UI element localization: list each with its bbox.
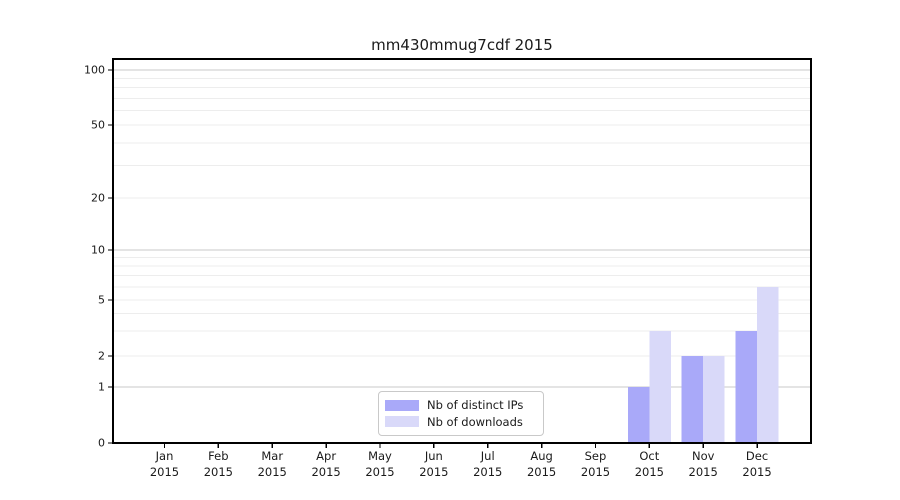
chart-title: mm430mmug7cdf 2015 xyxy=(371,36,553,54)
x-tick-label-year: 2015 xyxy=(419,465,448,479)
bar-downloads xyxy=(757,286,779,443)
y-tick-label: 1 xyxy=(98,381,105,394)
bar-downloads xyxy=(649,331,671,443)
x-tick-label-month: Jan xyxy=(155,449,174,463)
legend-label-distinct-ips: Nb of distinct IPs xyxy=(427,398,524,413)
legend: Nb of distinct IPs Nb of downloads xyxy=(378,391,544,436)
legend-swatch-distinct-ips xyxy=(385,399,419,411)
y-tick-label: 2 xyxy=(98,350,105,363)
legend-swatch-downloads xyxy=(385,416,419,428)
legend-item-downloads: Nb of downloads xyxy=(385,414,535,430)
bar-downloads xyxy=(703,356,725,443)
x-tick-label-month: Mar xyxy=(261,449,283,463)
x-tick-label-month: Oct xyxy=(639,449,659,463)
x-tick-label-year: 2015 xyxy=(527,465,556,479)
x-tick-label-year: 2015 xyxy=(581,465,610,479)
x-tick-label-month: Aug xyxy=(530,449,552,463)
x-tick-label-year: 2015 xyxy=(473,465,502,479)
x-tick-label-month: Nov xyxy=(692,449,715,463)
x-tick-label-year: 2015 xyxy=(311,465,340,479)
y-tick-label: 20 xyxy=(91,192,105,205)
bar-distinct-ips xyxy=(627,387,650,443)
y-tick-label: 5 xyxy=(98,294,105,307)
x-tick-label-month: Jul xyxy=(480,449,495,463)
x-tick-label-year: 2015 xyxy=(258,465,287,479)
x-tick-label-year: 2015 xyxy=(742,465,771,479)
y-tick-label: 0 xyxy=(98,437,105,450)
y-tick-label: 50 xyxy=(91,119,105,132)
x-tick-label-month: Apr xyxy=(316,449,336,463)
x-tick-label-month: Sep xyxy=(585,449,607,463)
x-tick-label-year: 2015 xyxy=(689,465,718,479)
x-tick-label-month: Dec xyxy=(746,449,768,463)
x-tick-label-year: 2015 xyxy=(150,465,179,479)
bar-distinct-ips xyxy=(735,331,758,443)
plot-border xyxy=(112,58,812,444)
x-tick-label-month: Jun xyxy=(424,449,443,463)
x-tick-label-year: 2015 xyxy=(635,465,664,479)
x-tick-label-year: 2015 xyxy=(204,465,233,479)
bar-distinct-ips xyxy=(681,356,704,443)
legend-label-downloads: Nb of downloads xyxy=(427,414,523,429)
x-tick-label-year: 2015 xyxy=(365,465,394,479)
legend-item-distinct-ips: Nb of distinct IPs xyxy=(385,397,535,413)
y-tick-label: 10 xyxy=(91,244,105,257)
y-tick-label: 100 xyxy=(84,64,105,77)
x-tick-label-month: May xyxy=(368,449,392,463)
x-tick-label-month: Feb xyxy=(208,449,228,463)
